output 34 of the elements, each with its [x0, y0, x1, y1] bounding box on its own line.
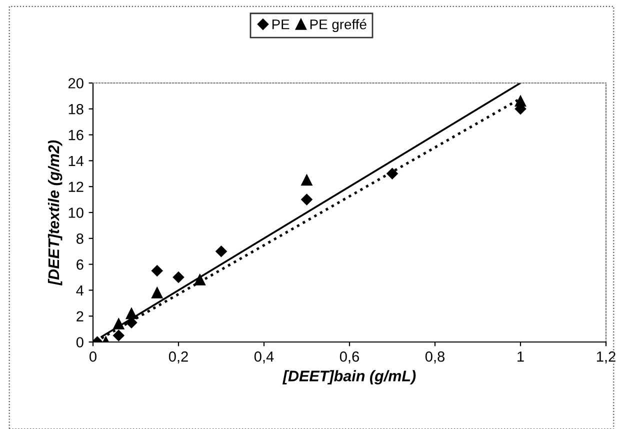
point [113, 318, 124, 330]
legend-label: PE greffé [310, 18, 366, 32]
x-tick-label: 0 [90, 351, 96, 362]
y-tick-label: 12 [68, 182, 84, 192]
point [514, 96, 526, 107]
point [216, 246, 227, 257]
x-tick-label: 0,4 [254, 351, 274, 364]
y-tick-label: 0 [76, 337, 84, 348]
y-tick-label: 6 [76, 259, 84, 270]
point [152, 287, 163, 298]
x-tick-label: 0,2 [168, 351, 188, 364]
x-tick-label: 1,2 [596, 351, 616, 364]
y-axis-title: [DEET]textile (g/m2) [48, 140, 62, 286]
y-tick-label: 16 [68, 130, 84, 140]
y-tick-label: 10 [68, 208, 84, 218]
y-tick-label: 4 [76, 285, 84, 296]
y-tick-label: 8 [76, 234, 84, 244]
y-tick-label: 14 [68, 156, 84, 166]
y-tick-label: 2 [76, 311, 84, 322]
x-tick-label: 0,8 [425, 351, 445, 364]
legend-label: PE [272, 20, 290, 30]
x-tick-label: 1 [518, 352, 524, 362]
point [113, 330, 124, 342]
point [301, 174, 312, 186]
x-axis-title: [DEET]bain (g/mL) [282, 370, 416, 384]
point [386, 168, 398, 180]
point [172, 272, 184, 283]
point [194, 274, 206, 286]
point [152, 265, 163, 276]
y-tick-label: 20 [68, 78, 84, 88]
y-tick-label: 18 [68, 104, 84, 114]
x-tick-label: 0,6 [340, 351, 359, 364]
point [126, 308, 138, 320]
point [301, 194, 312, 206]
